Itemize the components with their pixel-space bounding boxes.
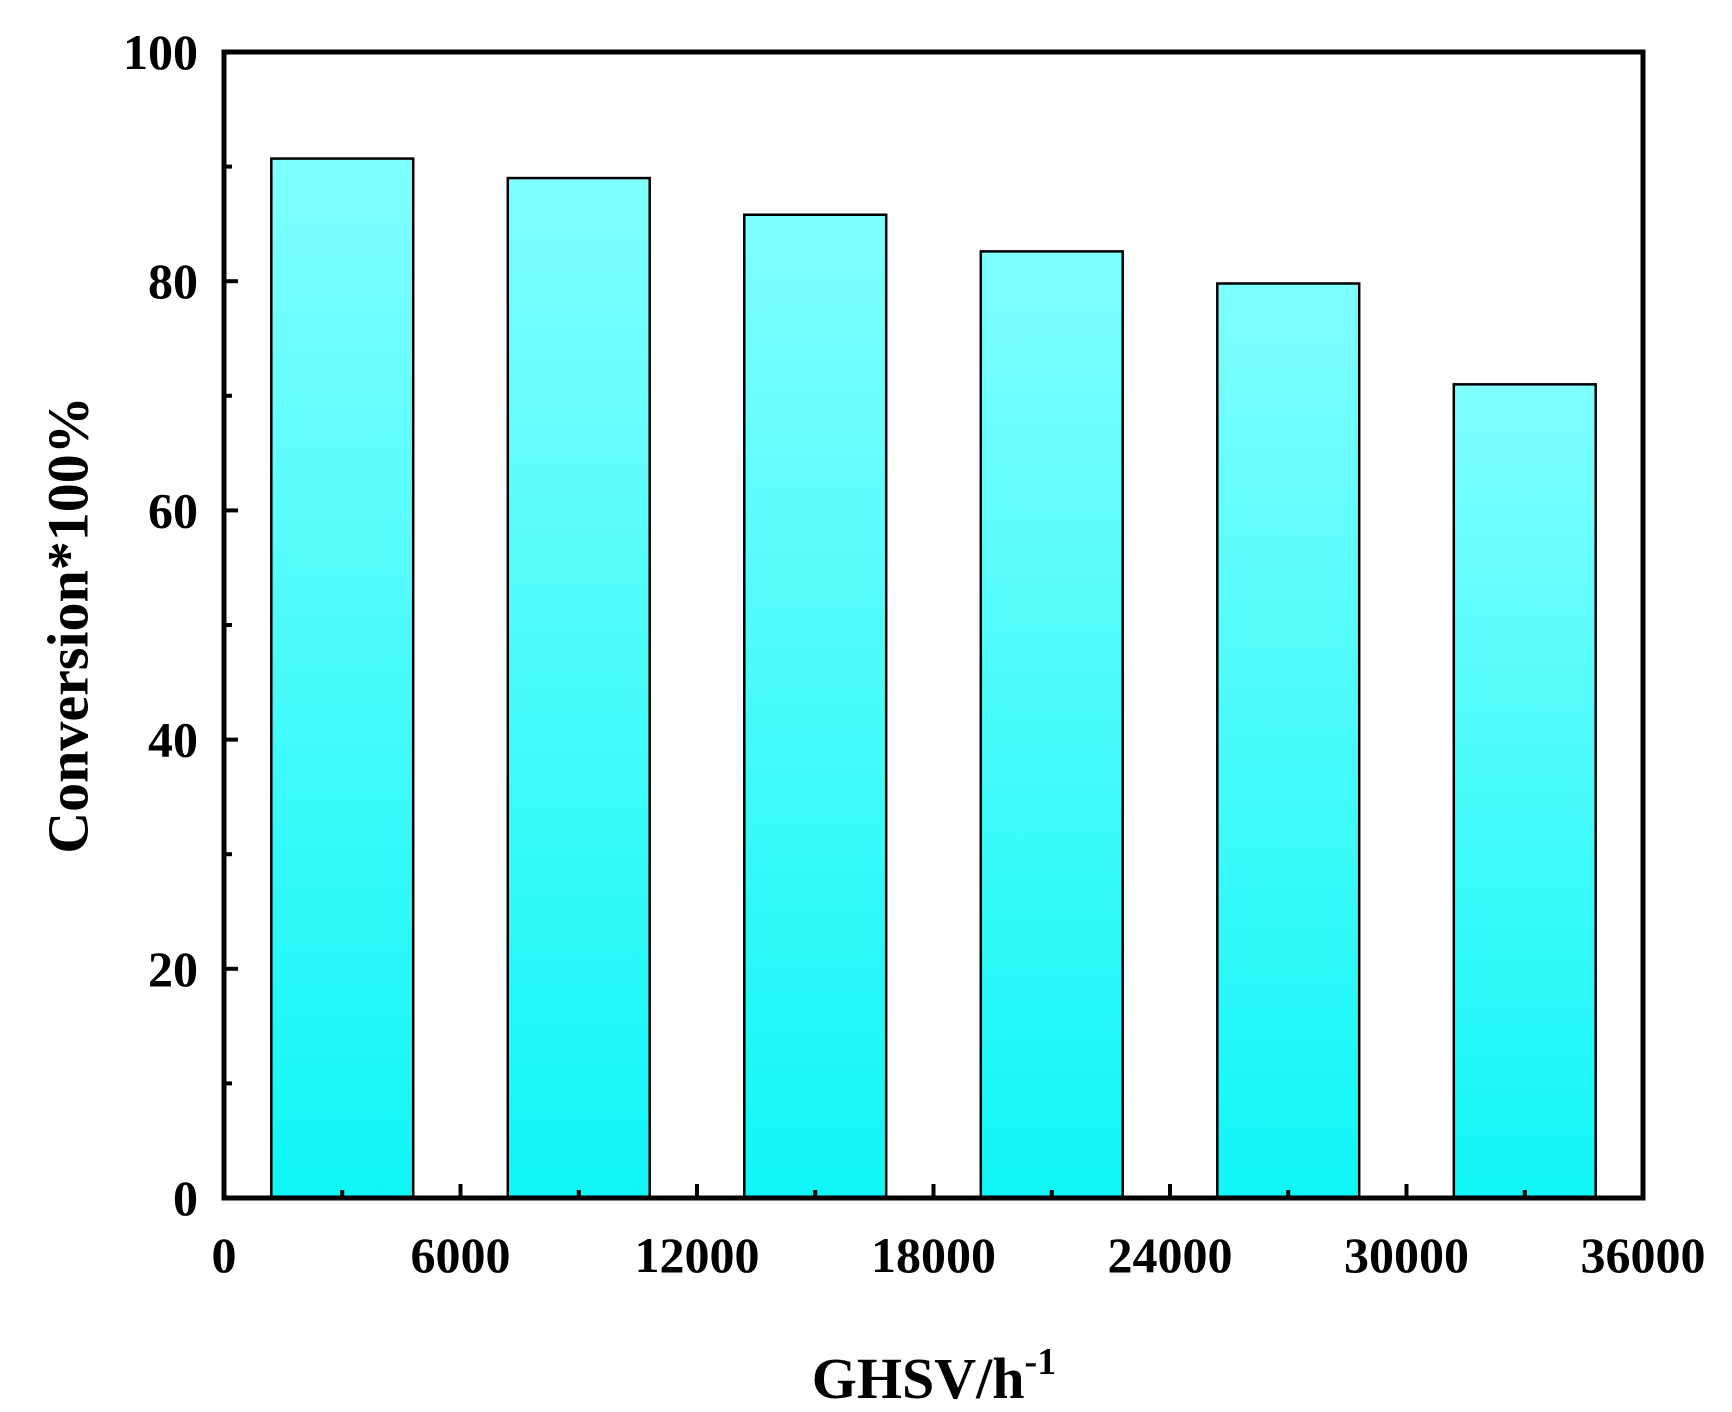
bar-1 bbox=[270, 157, 415, 1200]
plot-frame bbox=[221, 49, 1646, 1201]
x-tick-label: 24000 bbox=[1108, 1227, 1233, 1283]
x-tick-label: 12000 bbox=[635, 1227, 760, 1283]
y-tick-label: 40 bbox=[148, 712, 198, 768]
x-tick-label: 30000 bbox=[1344, 1227, 1469, 1283]
x-tick-label: 0 bbox=[212, 1227, 237, 1283]
y-tick-label: 0 bbox=[173, 1170, 198, 1226]
x-tick-label: 36000 bbox=[1581, 1227, 1706, 1283]
x-axis-title: GHSV/h-1 bbox=[812, 1341, 1056, 1411]
y-tick-label: 100 bbox=[123, 24, 198, 80]
y-tick-label: 20 bbox=[148, 941, 198, 997]
y-axis-title: Conversion*100% bbox=[35, 396, 100, 854]
x-tick-label: 6000 bbox=[411, 1227, 511, 1283]
bar-3 bbox=[743, 213, 888, 1200]
ticks-group bbox=[224, 164, 1527, 1198]
bar-2 bbox=[506, 176, 651, 1200]
bars-group bbox=[270, 157, 1597, 1200]
y-tick-label: 60 bbox=[148, 482, 198, 538]
tick-labels-group: 0 6000 12000 18000 24000 30000 36000 0 20 40 60 80 1… bbox=[123, 24, 1706, 1283]
bar-6 bbox=[1452, 383, 1597, 1200]
x-axis-title-main: GHSV/h bbox=[812, 1346, 1025, 1411]
x-axis-title-superscript: -1 bbox=[1025, 1341, 1057, 1383]
y-tick-label: 80 bbox=[148, 253, 198, 309]
x-tick-label: 18000 bbox=[871, 1227, 996, 1283]
bar-5 bbox=[1216, 282, 1361, 1200]
bar-4 bbox=[979, 250, 1124, 1200]
